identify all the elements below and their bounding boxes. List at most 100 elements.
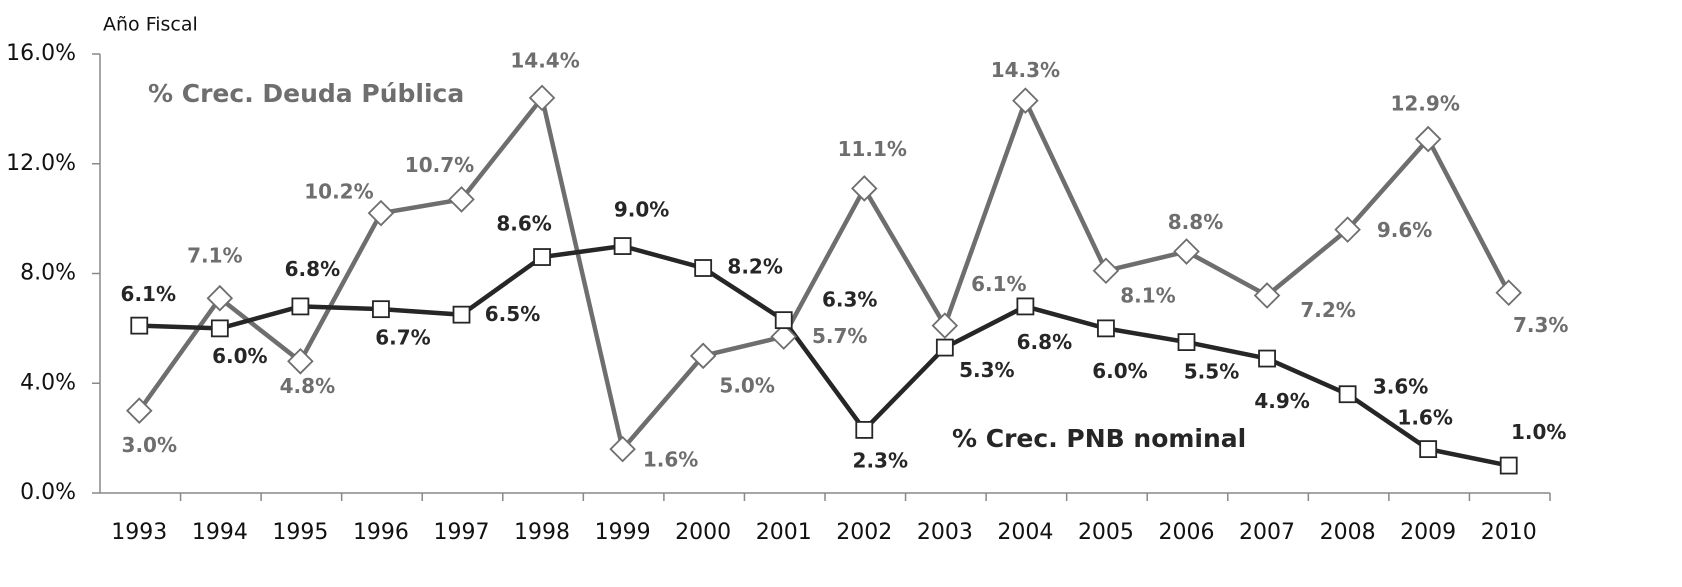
diamond-marker: [609, 435, 636, 463]
diamond-marker: [770, 323, 797, 350]
value-label: 5.7%: [812, 324, 867, 348]
value-label: 8.8%: [1168, 210, 1223, 234]
value-label: 4.8%: [280, 374, 335, 398]
value-label: 8.1%: [1120, 283, 1175, 307]
x-tick-label: 2008: [1320, 520, 1376, 545]
value-label: 7.3%: [1513, 313, 1568, 337]
x-tick-label: 2005: [1078, 520, 1134, 545]
square-marker: [1338, 385, 1357, 404]
value-label: 6.5%: [485, 302, 540, 326]
x-tick-label: 2003: [917, 520, 973, 545]
value-label: 6.8%: [1017, 330, 1072, 354]
diamond-marker: [1334, 216, 1361, 243]
value-label: 3.0%: [122, 433, 177, 457]
square-marker: [613, 237, 632, 255]
diamond-marker: [1495, 279, 1522, 306]
square-marker: [774, 311, 793, 330]
series-label: % Crec. Deuda Pública: [148, 79, 464, 108]
value-label: 5.0%: [719, 373, 774, 397]
square-marker: [1499, 456, 1518, 475]
square-marker: [1419, 440, 1438, 459]
value-label: 14.4%: [510, 48, 579, 72]
x-tick-label: 1998: [514, 520, 570, 545]
x-tick-label: 2004: [997, 520, 1053, 545]
axis-note: Año Fiscal: [103, 14, 198, 36]
diamond-marker: [1253, 282, 1281, 309]
diamond-marker: [287, 348, 314, 375]
value-label: 7.1%: [187, 244, 242, 268]
value-label: 2.3%: [853, 448, 908, 472]
x-tick-label: 2009: [1400, 520, 1456, 545]
value-label: 1.6%: [1397, 406, 1452, 430]
value-label: 9.6%: [1377, 218, 1432, 242]
diamond-marker: [931, 312, 959, 339]
square-marker: [855, 420, 874, 439]
x-tick-label: 1999: [595, 520, 651, 545]
square-marker: [1097, 319, 1115, 338]
square-marker: [372, 300, 390, 319]
value-label: 6.0%: [212, 344, 267, 368]
y-tick-label: 16.0%: [6, 41, 76, 66]
diamond-marker: [851, 175, 878, 202]
value-label: 6.3%: [822, 288, 877, 312]
value-label: 10.2%: [304, 180, 373, 204]
value-label: 9.0%: [614, 198, 669, 222]
value-label: 6.8%: [285, 257, 340, 281]
square-marker: [1177, 333, 1196, 351]
square-marker: [1258, 349, 1276, 368]
diamond-marker: [689, 342, 717, 370]
x-tick-label: 2001: [756, 520, 812, 545]
value-label: 6.1%: [971, 272, 1026, 296]
value-label: 6.0%: [1092, 359, 1147, 383]
x-tick-label: 1993: [111, 520, 167, 545]
square-marker: [130, 316, 149, 335]
x-tick-label: 1996: [353, 520, 409, 545]
value-label: 7.2%: [1300, 298, 1355, 322]
value-label: 14.3%: [991, 58, 1060, 82]
value-label: 10.7%: [405, 153, 474, 177]
square-marker: [452, 305, 471, 324]
y-tick-label: 0.0%: [20, 480, 76, 505]
series-line: [137, 92, 1511, 454]
diamond-marker: [448, 186, 475, 213]
value-label: 5.3%: [959, 358, 1014, 382]
series-line: [139, 243, 1510, 468]
value-label: 6.1%: [121, 282, 176, 306]
square-marker: [291, 297, 310, 316]
y-tick-label: 8.0%: [20, 261, 76, 286]
square-marker: [210, 319, 229, 338]
series-label: % Crec. PNB nominal: [952, 424, 1246, 453]
x-tick-label: 2010: [1481, 520, 1537, 545]
square-marker: [935, 338, 954, 357]
square-marker: [1016, 297, 1035, 316]
diamond-marker: [206, 284, 234, 312]
value-label: 4.9%: [1254, 389, 1309, 413]
value-label: 1.6%: [643, 448, 698, 472]
x-tick-label: 2006: [1159, 520, 1215, 545]
x-tick-label: 2002: [836, 520, 892, 545]
x-tick-label: 2000: [675, 520, 731, 545]
diamond-marker: [528, 84, 556, 112]
value-label: 3.6%: [1373, 375, 1428, 399]
square-marker: [533, 248, 551, 266]
x-tick-label: 2007: [1239, 520, 1295, 545]
diamond-marker: [1092, 257, 1120, 285]
diamond-marker: [367, 199, 395, 227]
value-label: 12.9%: [1390, 92, 1459, 116]
x-tick-label: 1997: [434, 520, 490, 545]
value-label: 1.0%: [1511, 420, 1566, 444]
value-label: 11.1%: [838, 137, 907, 161]
x-tick-label: 1994: [192, 520, 248, 545]
y-tick-label: 4.0%: [20, 370, 76, 395]
diamond-marker: [1414, 125, 1442, 153]
diamond-marker: [1012, 87, 1039, 114]
square-marker: [694, 259, 713, 277]
value-label: 8.2%: [727, 255, 782, 279]
x-tick-label: 1995: [272, 520, 328, 545]
value-label: 8.6%: [496, 212, 551, 236]
value-label: 5.5%: [1184, 360, 1239, 384]
diamond-marker: [126, 397, 153, 424]
y-tick-label: 12.0%: [6, 151, 76, 176]
diamond-marker: [1173, 238, 1200, 265]
